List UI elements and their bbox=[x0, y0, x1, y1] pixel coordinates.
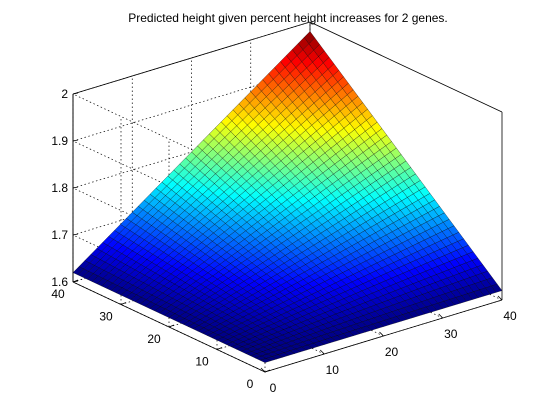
y-tick-label: 10 bbox=[195, 355, 209, 369]
x-tick-mark bbox=[319, 349, 325, 355]
x-tick-label: 40 bbox=[503, 309, 517, 323]
x-tick-label: 0 bbox=[270, 381, 277, 395]
x-axis-ticks: 0 10 20 30 40 bbox=[260, 295, 517, 395]
grid-line bbox=[72, 115, 311, 189]
z-tick-mark bbox=[72, 233, 79, 236]
surface-patch bbox=[259, 358, 272, 363]
z-tick-label: 1.7 bbox=[51, 228, 68, 242]
grid-line bbox=[72, 187, 266, 279]
z-tick-label: 1.6 bbox=[51, 275, 68, 289]
z-tick-label: 2 bbox=[61, 87, 68, 101]
y-axis-ticks: 0 10 20 30 40 bbox=[51, 279, 271, 391]
surface-mesh bbox=[72, 31, 503, 363]
grid-line bbox=[72, 93, 266, 185]
grid-line bbox=[72, 68, 311, 142]
y-tick-mark bbox=[120, 302, 127, 305]
y-tick-mark bbox=[216, 347, 223, 350]
z-tick-mark bbox=[72, 186, 79, 189]
y-tick-label: 0 bbox=[247, 377, 254, 391]
z-tick-label: 1.8 bbox=[51, 181, 68, 195]
grid-line bbox=[72, 140, 266, 232]
x-tick-mark bbox=[379, 331, 384, 337]
grid-line bbox=[72, 162, 311, 236]
y-tick-mark bbox=[168, 324, 175, 328]
z-tick-mark bbox=[72, 139, 79, 142]
z-tick-mark bbox=[72, 92, 79, 95]
x-tick-label: 30 bbox=[444, 327, 458, 341]
x-tick-label: 10 bbox=[326, 363, 340, 377]
x-tick-mark bbox=[497, 295, 503, 301]
y-tick-label: 20 bbox=[147, 332, 161, 346]
z-tick-label: 1.9 bbox=[51, 134, 68, 148]
x-tick-mark bbox=[438, 313, 444, 319]
grid-line bbox=[72, 21, 311, 95]
y-tick-mark bbox=[72, 279, 79, 283]
chart-title: Predicted height given percent height in… bbox=[128, 11, 448, 25]
y-tick-label: 40 bbox=[51, 287, 65, 301]
y-tick-label: 30 bbox=[99, 310, 113, 324]
x-tick-mark bbox=[260, 367, 266, 373]
z-axis-ticks: 1.6 1.7 1.8 1.9 2 bbox=[51, 87, 79, 289]
y-tick-mark bbox=[264, 369, 271, 373]
box-edge bbox=[309, 21, 503, 113]
x-tick-label: 20 bbox=[385, 345, 399, 359]
